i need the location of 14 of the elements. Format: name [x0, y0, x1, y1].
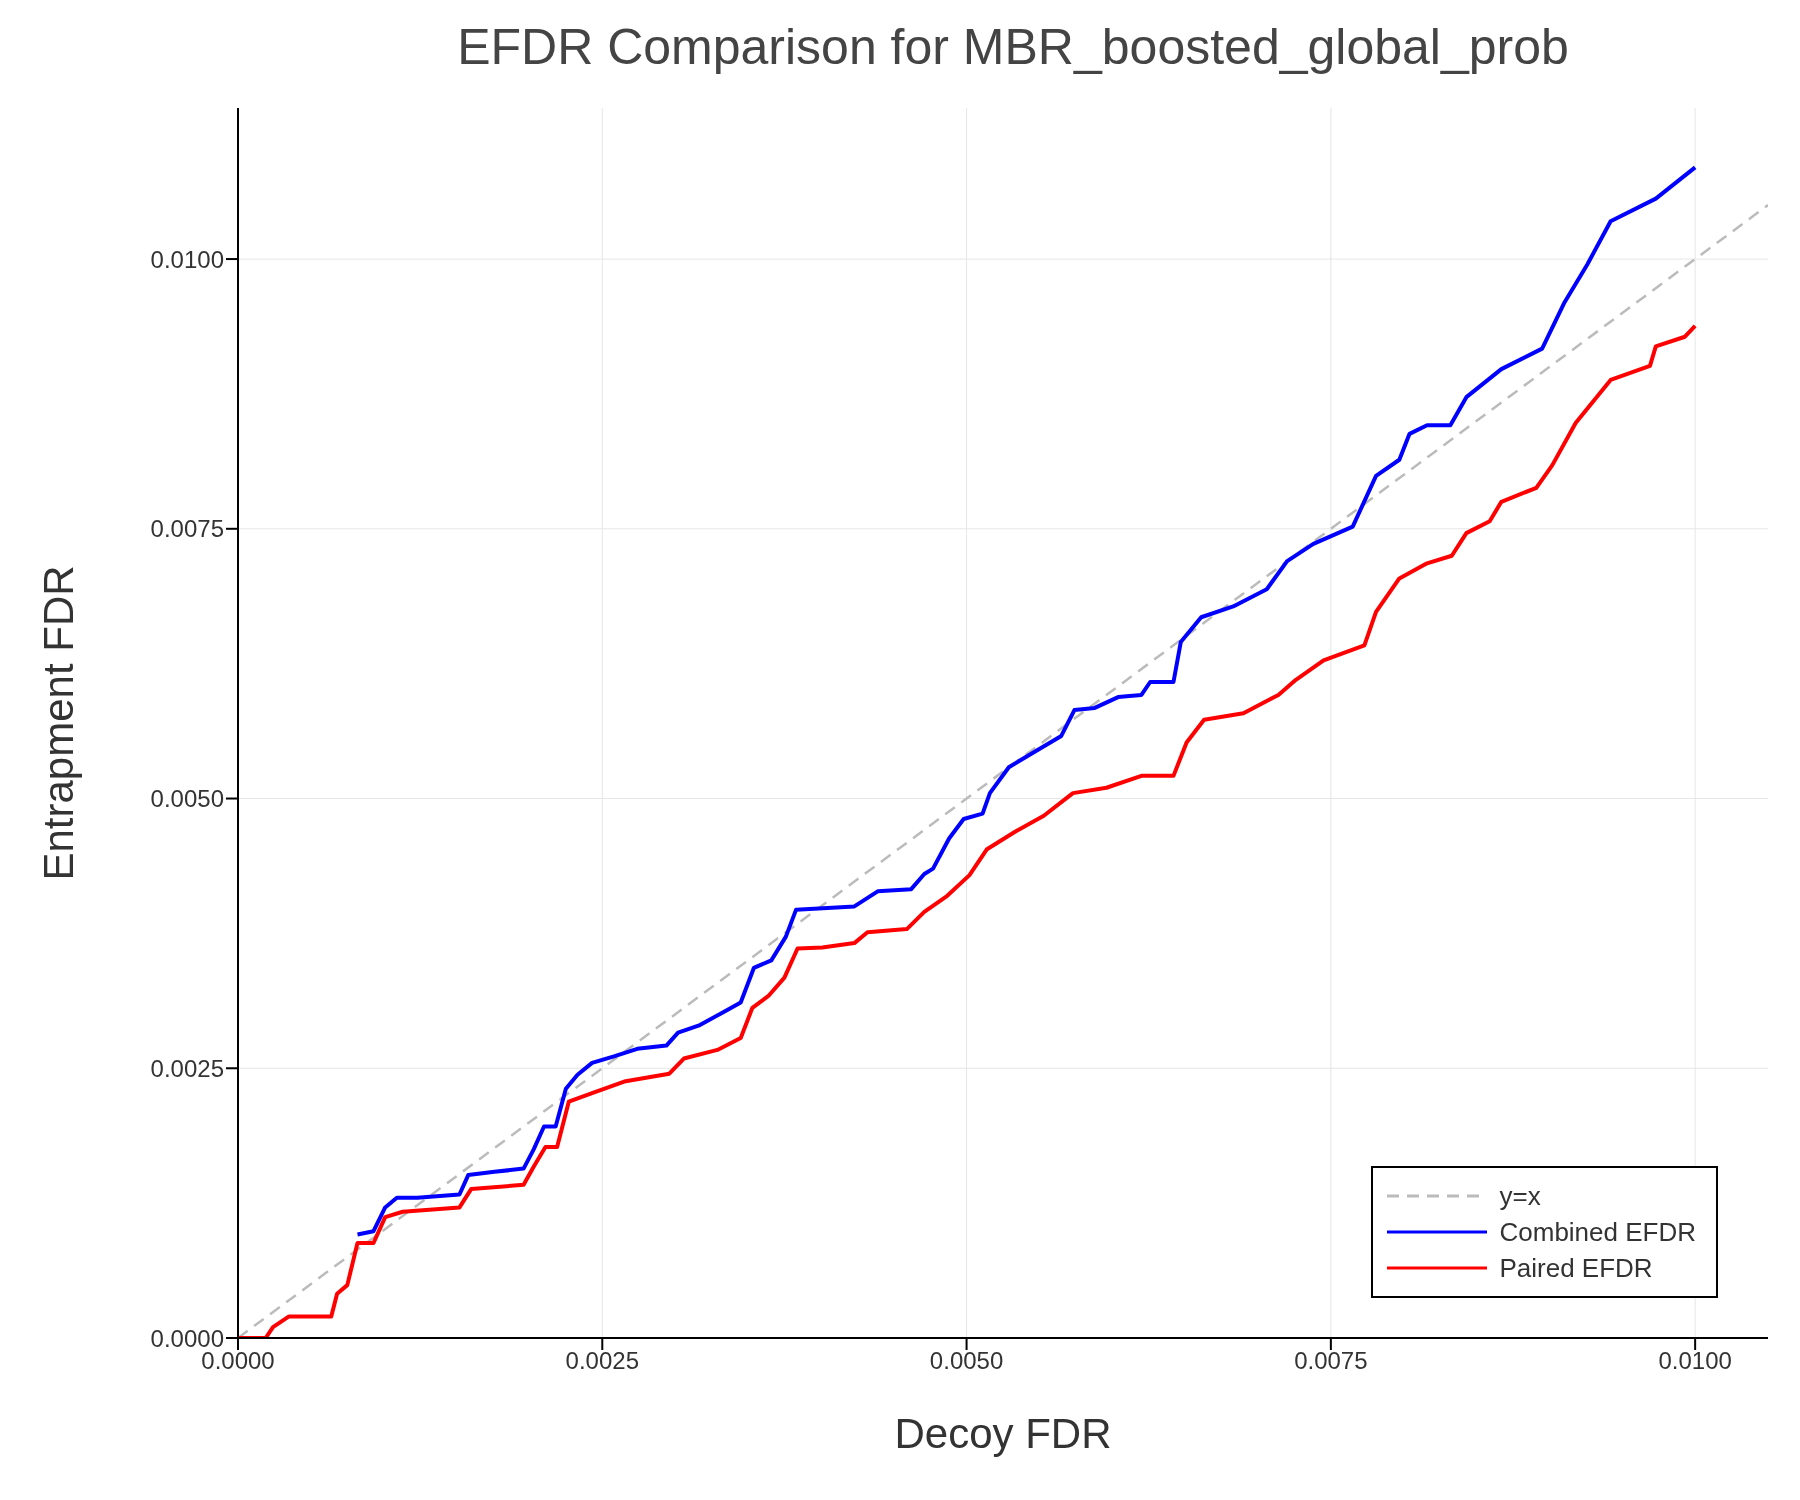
y-tick-label: 0.0100: [150, 245, 224, 273]
x-tick-label: 0.0025: [565, 1347, 639, 1375]
x-tick-label: 0.0050: [929, 1347, 1004, 1375]
x-tick-label: 0.0075: [1294, 1347, 1368, 1375]
legend-label: Paired EFDR: [1499, 1252, 1653, 1284]
chart-title: EFDR Comparison for MBR_boosted_global_prob: [456, 18, 1570, 76]
y-tick-label: 0.0050: [150, 785, 224, 813]
legend-label: y=x: [1499, 1180, 1541, 1212]
x-axis-title: Decoy FDR: [894, 1410, 1112, 1457]
legend-label: Combined EFDR: [1499, 1216, 1696, 1248]
x-tick-label: 0.0100: [1658, 1347, 1732, 1375]
y-axis-title: Entrapment FDR: [34, 565, 82, 881]
y-tick-label: 0.0025: [150, 1054, 224, 1082]
y-tick-label: 0.0075: [150, 515, 224, 543]
